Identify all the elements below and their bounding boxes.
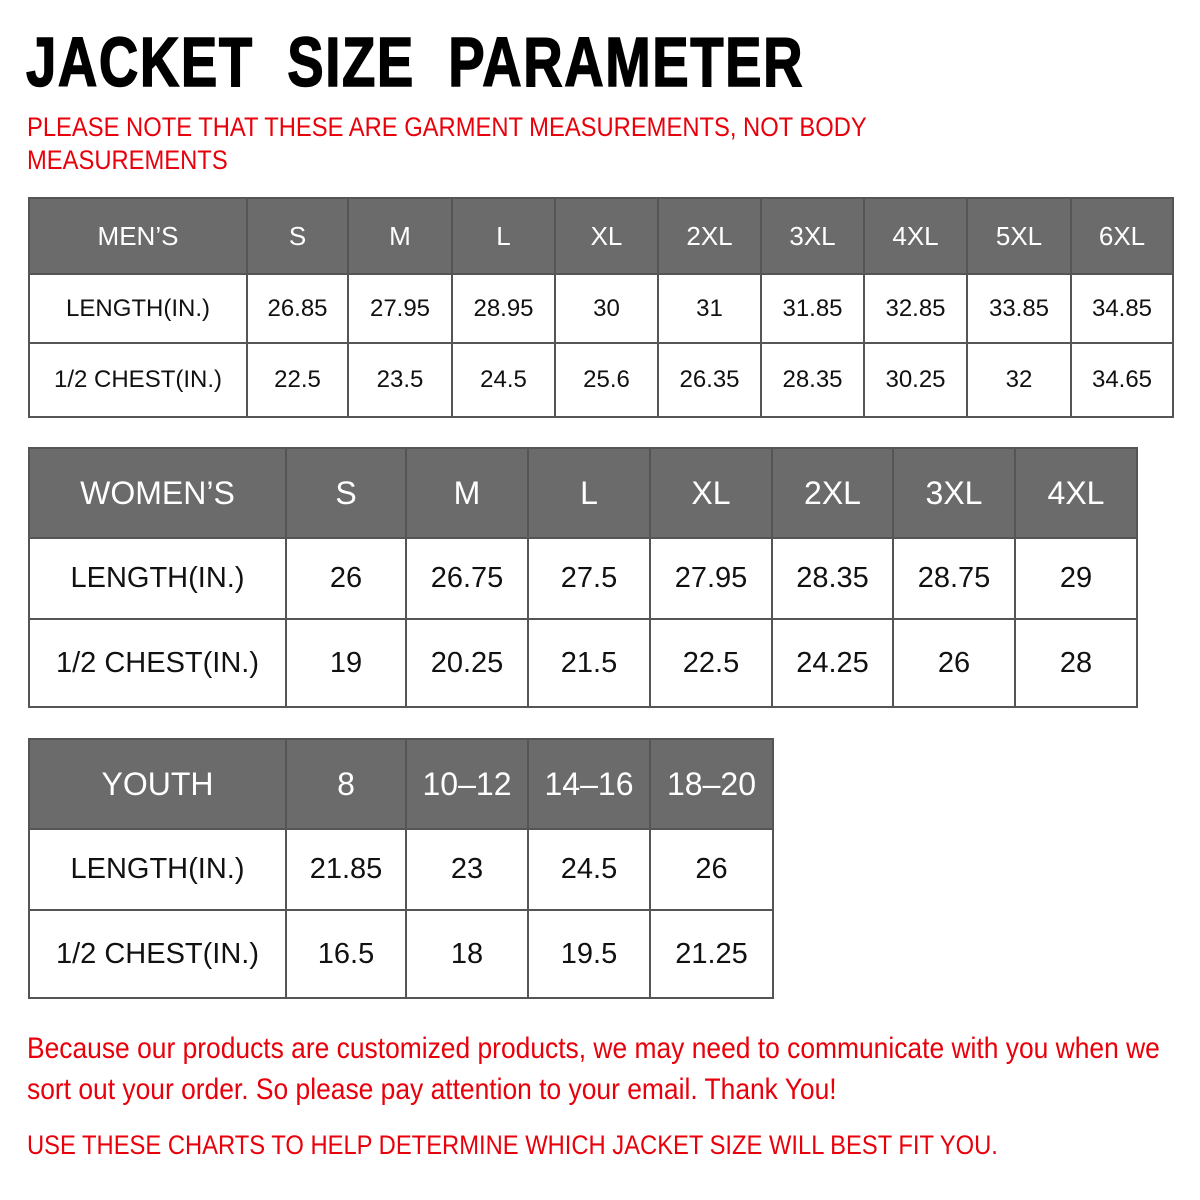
measure-value: 16.5 xyxy=(285,909,407,999)
table-row: 1/2 CHEST(IN.) 19 20.25 21.5 22.5 24.25 26 28 xyxy=(28,618,1138,708)
measure-value: 29 xyxy=(1014,537,1138,620)
size-header: 8 xyxy=(285,738,407,830)
measure-value: 31 xyxy=(657,273,762,344)
size-header: S xyxy=(246,197,349,275)
size-header: L xyxy=(451,197,556,275)
size-header: XL xyxy=(554,197,659,275)
measure-value: 31.85 xyxy=(760,273,865,344)
measure-value: 19 xyxy=(285,618,407,708)
table-header-row: YOUTH 8 10–12 14–16 18–20 xyxy=(28,738,774,830)
measure-value: 24.25 xyxy=(771,618,894,708)
measure-label: 1/2 CHEST(IN.) xyxy=(28,618,287,708)
measure-value: 34.85 xyxy=(1070,273,1174,344)
page-title: JACKET SIZE PARAMETER xyxy=(25,22,805,102)
youth-size-table: YOUTH 8 10–12 14–16 18–20 LENGTH(IN.) 21.85 23 2… xyxy=(28,738,774,999)
measure-label: 1/2 CHEST(IN.) xyxy=(28,909,287,999)
measure-value: 26.75 xyxy=(405,537,529,620)
measure-value: 28.35 xyxy=(760,342,865,418)
measure-value: 22.5 xyxy=(649,618,773,708)
size-header: 3XL xyxy=(892,447,1016,539)
measure-value: 21.5 xyxy=(527,618,651,708)
customization-message: Because our products are customized prod… xyxy=(27,1032,1160,1106)
table-row: 1/2 CHEST(IN.) 16.5 18 19.5 21.25 xyxy=(28,909,774,999)
category-header: YOUTH xyxy=(28,738,287,830)
size-header: S xyxy=(285,447,407,539)
measure-label: 1/2 CHEST(IN.) xyxy=(28,342,248,418)
size-chart-tip: USE THESE CHARTS TO HELP DETERMINE WHICH… xyxy=(27,1130,998,1160)
table-row: 1/2 CHEST(IN.) 22.5 23.5 24.5 25.6 26.35 28.35… xyxy=(28,342,1174,418)
measure-value: 23.5 xyxy=(347,342,453,418)
measure-value: 26.35 xyxy=(657,342,762,418)
measure-value: 18 xyxy=(405,909,529,999)
table-row: LENGTH(IN.) 26.85 27.95 28.95 30 31 31.85 32.85… xyxy=(28,273,1174,344)
measure-value: 27.95 xyxy=(347,273,453,344)
measure-value: 28.35 xyxy=(771,537,894,620)
size-header: 4XL xyxy=(1014,447,1138,539)
measure-value: 26 xyxy=(649,828,774,911)
size-header: 2XL xyxy=(657,197,762,275)
measure-value: 32 xyxy=(966,342,1072,418)
size-header: M xyxy=(405,447,529,539)
size-header: 3XL xyxy=(760,197,865,275)
size-header: 10–12 xyxy=(405,738,529,830)
size-header: 4XL xyxy=(863,197,968,275)
size-header: M xyxy=(347,197,453,275)
size-header: 2XL xyxy=(771,447,894,539)
measure-value: 20.25 xyxy=(405,618,529,708)
measure-value: 25.6 xyxy=(554,342,659,418)
size-header: XL xyxy=(649,447,773,539)
measure-value: 26 xyxy=(285,537,407,620)
table-row: LENGTH(IN.) 26 26.75 27.5 27.95 28.35 28.75 29 xyxy=(28,537,1138,620)
table-header-row: WOMEN’S S M L XL 2XL 3XL 4XL xyxy=(28,447,1138,539)
measure-value: 28.95 xyxy=(451,273,556,344)
size-header: 18–20 xyxy=(649,738,774,830)
size-header: 14–16 xyxy=(527,738,651,830)
measure-value: 27.5 xyxy=(527,537,651,620)
measure-value: 21.85 xyxy=(285,828,407,911)
measure-value: 32.85 xyxy=(863,273,968,344)
measure-value: 28.75 xyxy=(892,537,1016,620)
measure-value: 26.85 xyxy=(246,273,349,344)
category-header: MEN’S xyxy=(28,197,248,275)
measure-value: 19.5 xyxy=(527,909,651,999)
womens-size-table: WOMEN’S S M L XL 2XL 3XL 4XL LENGTH(IN.) 26 26.75 2… xyxy=(28,447,1138,708)
table-header-row: MEN’S S M L XL 2XL 3XL 4XL 5XL 6XL xyxy=(28,197,1174,275)
measure-value: 22.5 xyxy=(246,342,349,418)
size-header: L xyxy=(527,447,651,539)
size-header: 6XL xyxy=(1070,197,1174,275)
measure-value: 24.5 xyxy=(527,828,651,911)
measure-value: 28 xyxy=(1014,618,1138,708)
category-header: WOMEN’S xyxy=(28,447,287,539)
measure-label: LENGTH(IN.) xyxy=(28,273,248,344)
measure-value: 30 xyxy=(554,273,659,344)
measure-label: LENGTH(IN.) xyxy=(28,537,287,620)
measure-value: 23 xyxy=(405,828,529,911)
measure-value: 33.85 xyxy=(966,273,1072,344)
measure-value: 26 xyxy=(892,618,1016,708)
measure-value: 27.95 xyxy=(649,537,773,620)
measure-value: 34.65 xyxy=(1070,342,1174,418)
table-row: LENGTH(IN.) 21.85 23 24.5 26 xyxy=(28,828,774,911)
measure-label: LENGTH(IN.) xyxy=(28,828,287,911)
measure-value: 21.25 xyxy=(649,909,774,999)
measure-value: 24.5 xyxy=(451,342,556,418)
size-header: 5XL xyxy=(966,197,1072,275)
measurement-note: PLEASE NOTE THAT THESE ARE GARMENT MEASU… xyxy=(27,112,867,175)
mens-size-table: MEN’S S M L XL 2XL 3XL 4XL 5XL 6XL LENGTH(IN.) 26.8… xyxy=(28,197,1174,418)
measure-value: 30.25 xyxy=(863,342,968,418)
